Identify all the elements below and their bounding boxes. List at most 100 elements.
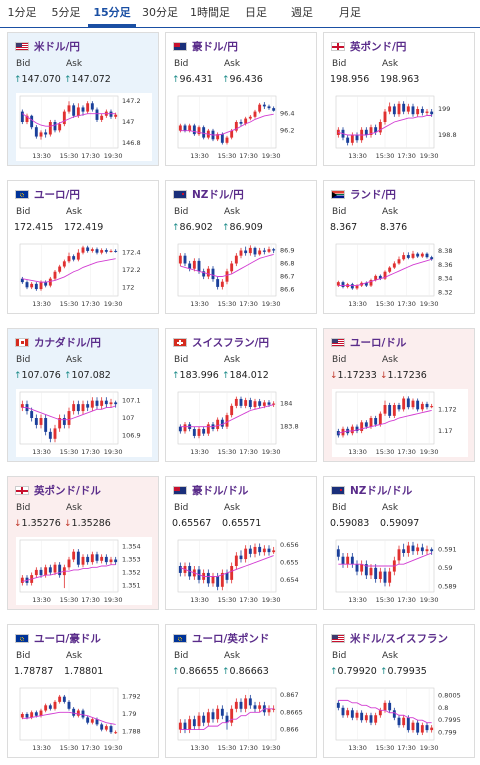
pair-title[interactable]: 豪ドル/円 <box>173 39 238 53</box>
pair-card[interactable]: 米ドル/円 Bid Ask ↑147.070 ↑147.072 13:30 15:30 17:… <box>7 32 159 166</box>
pair-title[interactable]: スイスフラン/円 <box>173 335 269 349</box>
y-tick-label: 147 <box>122 118 134 126</box>
mini-chart[interactable]: 13:30 15:30 17:30 19:30 0.656 0.655 0.654 <box>174 537 310 605</box>
pair-name[interactable]: ユーロ/ドル <box>350 336 407 349</box>
candle-body <box>62 111 66 125</box>
mini-chart[interactable]: 13:30 15:30 17:30 19:30 184 183.8 <box>174 389 310 457</box>
y-tick-label: 1.79 <box>122 710 136 718</box>
pair-name[interactable]: NZドル/円 <box>192 188 244 201</box>
mini-chart[interactable]: 13:30 15:30 17:30 19:30 1.792 1.79 1.788 <box>16 685 152 753</box>
candle-body <box>211 576 215 584</box>
x-tick-label: 17:30 <box>81 596 100 604</box>
pair-card[interactable]: カナダドル/円 Bid Ask ↑107.076 ↑107.082 13:30 15:30 1… <box>7 328 159 462</box>
mini-chart[interactable]: 13:30 15:30 17:30 19:30 107.1 107 106.9 <box>16 389 152 457</box>
x-tick-label: 19:30 <box>104 744 123 752</box>
pair-card[interactable]: ユーロ/豪ドル Bid Ask 1.78787 1.78801 13:30 15:30 17:… <box>7 624 159 758</box>
pair-title[interactable]: NZドル/円 <box>173 187 244 201</box>
pair-card[interactable]: 豪ドル/ドル Bid Ask 0.65567 0.65571 13:30 15:30 17:3… <box>165 476 317 610</box>
candle-body <box>81 556 85 565</box>
candle-body <box>406 398 410 408</box>
pair-title[interactable]: ランド/円 <box>331 187 396 201</box>
pair-card[interactable]: NZドル/ドル Bid Ask 0.59083 0.59097 13:30 15:30 17:… <box>323 476 475 610</box>
candle-body <box>230 405 234 416</box>
pair-title[interactable]: 米ドル/円 <box>15 39 80 53</box>
pair-card[interactable]: 米ドル/スイスフラン Bid Ask ↑0.79920 ↑0.79935 13:30 15:… <box>323 624 475 758</box>
ask-value: 0.59097 <box>380 518 419 529</box>
pair-name[interactable]: ユーロ/円 <box>34 188 80 201</box>
mini-chart[interactable]: 13:30 15:30 17:30 19:30 147.2 147 146.8 <box>16 93 152 161</box>
pair-card[interactable]: 豪ドル/円 Bid Ask ↑96.431 ↑96.436 13:30 15:30 17:30… <box>165 32 317 166</box>
tab-6[interactable]: 週足 <box>291 6 313 19</box>
pair-title[interactable]: 英ポンド/ドル <box>15 483 101 497</box>
candle-body <box>34 418 38 425</box>
pair-name[interactable]: 豪ドル/円 <box>192 40 238 53</box>
tab-1[interactable]: 5分足 <box>51 6 81 19</box>
tab-7[interactable]: 月足 <box>339 6 361 19</box>
pair-name[interactable]: ユーロ/英ポンド <box>192 632 270 645</box>
mini-chart[interactable]: 13:30 15:30 17:30 19:30 96.4 96.2 <box>174 93 310 161</box>
y-tick-label: 184 <box>280 400 292 408</box>
candle-body <box>39 418 43 425</box>
candle-body <box>178 426 182 432</box>
pair-name[interactable]: 英ポンド/円 <box>350 40 407 53</box>
pair-card[interactable]: スイスフラン/円 Bid Ask ↑183.996 ↑184.012 13:30 15:30… <box>165 328 317 462</box>
arrow-up-icon: ↑ <box>64 371 72 381</box>
x-tick-label: 17:30 <box>239 744 258 752</box>
pair-title[interactable]: ユーロ/ドル <box>331 335 406 349</box>
candle-body <box>383 271 387 279</box>
mini-chart[interactable]: 13:30 15:30 17:30 19:30 172.4 172.2 172 <box>16 241 152 309</box>
candle-body <box>44 132 48 135</box>
pair-name[interactable]: スイスフラン/円 <box>192 336 270 349</box>
pair-title[interactable]: 米ドル/スイスフラン <box>331 631 448 645</box>
candle-body <box>244 698 248 709</box>
pair-title[interactable]: ユーロ/豪ドル <box>15 631 101 645</box>
tab-5[interactable]: 日足 <box>245 6 267 19</box>
pair-title[interactable]: NZドル/ドル <box>331 483 412 497</box>
y-tick-label: 0.589 <box>438 582 457 590</box>
pair-name[interactable]: NZドル/ドル <box>350 484 413 497</box>
pair-name[interactable]: カナダドル/円 <box>34 336 101 349</box>
pair-name[interactable]: ランド/円 <box>350 188 396 201</box>
pair-name[interactable]: 豪ドル/ドル <box>192 484 249 497</box>
pair-title[interactable]: ユーロ/円 <box>15 187 80 201</box>
mini-chart[interactable]: 13:30 15:30 17:30 19:30 0.591 0.59 0.589 <box>332 537 468 605</box>
mini-chart[interactable]: 13:30 15:30 17:30 19:30 199 198.8 <box>332 93 468 161</box>
candle-body <box>267 402 271 405</box>
candle-body <box>183 255 187 264</box>
pair-card[interactable]: 英ポンド/ドル Bid Ask ↓1.35276 ↓1.35286 13:30 15:30 1… <box>7 476 159 610</box>
tab-0[interactable]: 1分足 <box>7 6 37 19</box>
candle-body <box>230 708 234 723</box>
pair-title[interactable]: 英ポンド/円 <box>331 39 406 53</box>
tab-4[interactable]: 1時間足 <box>190 6 230 19</box>
pair-name[interactable]: 米ドル/スイスフラン <box>350 632 449 645</box>
pair-name[interactable]: 英ポンド/ドル <box>34 484 101 497</box>
chart-background <box>174 93 310 161</box>
candle-body <box>397 549 401 561</box>
arrow-up-icon: ↑ <box>172 667 180 677</box>
pair-card[interactable]: ランド/円 Bid Ask 8.367 8.376 13:30 15:30 17:30 19:3… <box>323 180 475 314</box>
bid-label: Bid <box>16 503 31 513</box>
tab-2[interactable]: 15分足 <box>88 0 136 27</box>
mini-chart[interactable]: 13:30 15:30 17:30 19:30 8.38 8.36 8.34 8.32 <box>332 241 468 309</box>
mini-chart[interactable]: 13:30 15:30 17:30 19:30 86.9 86.8 86.7 86.6 <box>174 241 310 309</box>
candle-body <box>72 404 76 412</box>
mini-chart[interactable]: 13:30 15:30 17:30 19:30 1.172 1.17 <box>332 389 468 457</box>
x-tick-label: 13:30 <box>32 448 51 456</box>
pair-title[interactable]: 豪ドル/ドル <box>173 483 248 497</box>
pair-card[interactable]: ユーロ/ドル Bid Ask ↓1.17233 ↓1.17236 13:30 15:30 17… <box>323 328 475 462</box>
pair-name[interactable]: ユーロ/豪ドル <box>34 632 101 645</box>
candle-body <box>420 403 424 410</box>
pair-title[interactable]: カナダドル/円 <box>15 335 101 349</box>
pair-card[interactable]: NZドル/円 Bid Ask ↑86.902 ↑86.909 13:30 15:30 17:3… <box>165 180 317 314</box>
pair-card[interactable]: ユーロ/円 Bid Ask 172.415 172.419 13:30 15:30 17:30… <box>7 180 159 314</box>
tab-3[interactable]: 30分足 <box>142 6 178 19</box>
pair-card[interactable]: ユーロ/英ポンド Bid Ask ↑0.86655 ↑0.86663 13:30 15:30… <box>165 624 317 758</box>
candle-body <box>216 279 220 287</box>
mini-chart[interactable]: 13:30 15:30 17:30 19:30 1.354 1.353 1.352 1.351 <box>16 537 152 605</box>
pair-card[interactable]: 英ポンド/円 Bid Ask 198.956 198.963 13:30 15:30 17:3… <box>323 32 475 166</box>
ask-value: 172.419 <box>64 222 103 233</box>
pair-name[interactable]: 米ドル/円 <box>34 40 80 53</box>
mini-chart[interactable]: 13:30 15:30 17:30 19:30 0.8005 0.8 0.7995 0.799 <box>332 685 468 753</box>
mini-chart[interactable]: 13:30 15:30 17:30 19:30 0.867 0.8665 0.866 <box>174 685 310 753</box>
pair-title[interactable]: ユーロ/英ポンド <box>173 631 269 645</box>
